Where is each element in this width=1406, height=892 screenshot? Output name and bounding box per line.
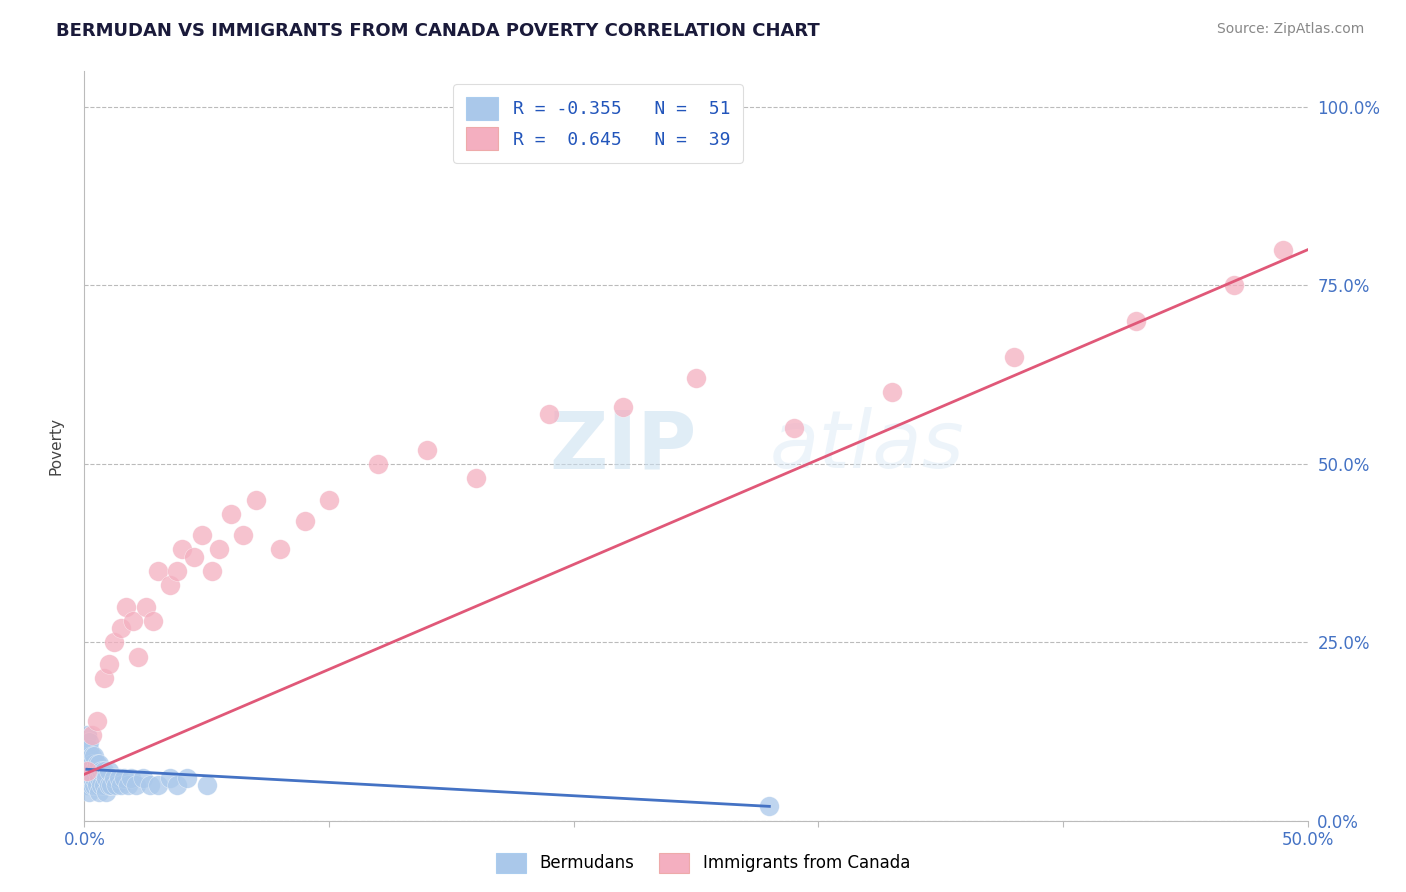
Point — [166, 778, 188, 792]
Point — [685, 371, 707, 385]
Point — [110, 778, 132, 792]
Point — [96, 771, 118, 785]
Point — [90, 778, 112, 792]
Point — [77, 742, 100, 756]
Point — [142, 614, 165, 628]
Point — [76, 742, 98, 756]
Point — [107, 771, 129, 785]
Point — [146, 778, 169, 792]
Point — [120, 771, 142, 785]
Point — [77, 785, 100, 799]
Point — [159, 578, 181, 592]
Point — [90, 764, 112, 778]
Text: ZIP: ZIP — [550, 407, 696, 485]
Point — [77, 771, 100, 785]
Point — [1272, 243, 1295, 257]
Point — [80, 756, 103, 771]
Point — [612, 400, 634, 414]
Point — [93, 764, 115, 778]
Point — [93, 671, 115, 685]
Point — [80, 778, 103, 792]
Point — [110, 621, 132, 635]
Point — [232, 528, 254, 542]
Point — [83, 778, 105, 792]
Point — [97, 778, 120, 792]
Point — [125, 778, 148, 792]
Point — [112, 771, 135, 785]
Point — [538, 407, 561, 421]
Point — [200, 564, 222, 578]
Point — [245, 492, 267, 507]
Point — [1223, 278, 1246, 293]
Point — [80, 771, 103, 785]
Point — [83, 764, 105, 778]
Text: atlas: atlas — [769, 407, 965, 485]
Point — [97, 657, 120, 671]
Point — [146, 564, 169, 578]
Point — [87, 756, 110, 771]
Point — [76, 756, 98, 771]
Point — [880, 385, 903, 400]
Point — [80, 749, 103, 764]
Point — [191, 528, 214, 542]
Y-axis label: Poverty: Poverty — [49, 417, 63, 475]
Point — [117, 778, 139, 792]
Point — [76, 764, 98, 778]
Point — [103, 635, 125, 649]
Point — [127, 649, 149, 664]
Point — [758, 799, 780, 814]
Point — [195, 778, 218, 792]
Point — [77, 735, 100, 749]
Point — [367, 457, 389, 471]
Legend: R = -0.355   N =  51, R =  0.645   N =  39: R = -0.355 N = 51, R = 0.645 N = 39 — [453, 84, 742, 163]
Point — [77, 749, 100, 764]
Point — [166, 564, 188, 578]
Legend: Bermudans, Immigrants from Canada: Bermudans, Immigrants from Canada — [489, 847, 917, 880]
Point — [97, 764, 120, 778]
Point — [208, 542, 231, 557]
Point — [93, 778, 115, 792]
Point — [115, 599, 138, 614]
Point — [83, 771, 105, 785]
Point — [80, 728, 103, 742]
Point — [76, 778, 98, 792]
Point — [86, 714, 108, 728]
Point — [783, 421, 806, 435]
Point — [269, 542, 291, 557]
Point — [132, 771, 155, 785]
Text: Source: ZipAtlas.com: Source: ZipAtlas.com — [1216, 22, 1364, 37]
Point — [96, 785, 118, 799]
Point — [87, 785, 110, 799]
Point — [294, 514, 316, 528]
Point — [172, 542, 194, 557]
Point — [1002, 350, 1025, 364]
Point — [100, 778, 122, 792]
Point — [135, 599, 157, 614]
Point — [105, 778, 128, 792]
Point — [1125, 314, 1147, 328]
Point — [86, 756, 108, 771]
Point — [122, 614, 145, 628]
Point — [176, 771, 198, 785]
Point — [86, 764, 108, 778]
Point — [83, 749, 105, 764]
Point — [76, 764, 98, 778]
Point — [159, 771, 181, 785]
Point — [464, 471, 486, 485]
Point — [318, 492, 340, 507]
Text: BERMUDAN VS IMMIGRANTS FROM CANADA POVERTY CORRELATION CHART: BERMUDAN VS IMMIGRANTS FROM CANADA POVER… — [56, 22, 820, 40]
Point — [87, 771, 110, 785]
Point — [76, 728, 98, 742]
Point — [80, 764, 103, 778]
Point — [183, 549, 205, 564]
Point — [103, 771, 125, 785]
Point — [139, 778, 162, 792]
Point — [77, 756, 100, 771]
Point — [86, 778, 108, 792]
Point — [416, 442, 439, 457]
Point — [219, 507, 242, 521]
